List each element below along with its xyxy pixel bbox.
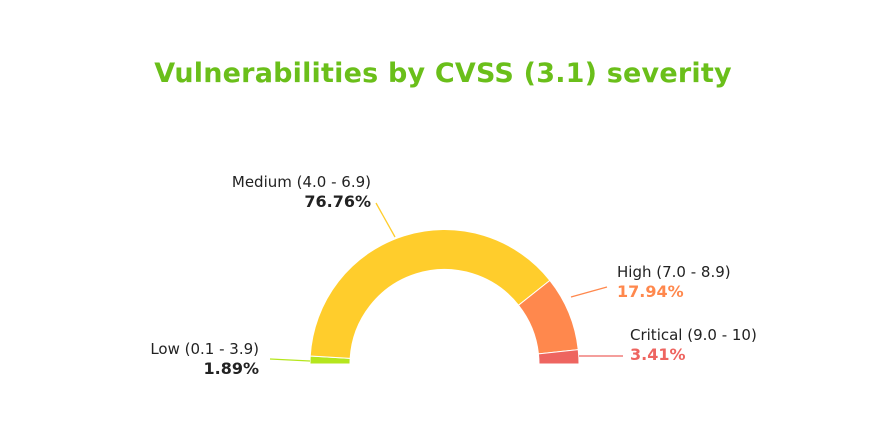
- label-critical: Critical (9.0 - 10) 3.41%: [630, 325, 757, 365]
- leader-line-high: [570, 286, 608, 298]
- slice-critical[interactable]: [537, 349, 580, 365]
- slice-value-label: 17.94%: [617, 282, 684, 301]
- slice-label: Critical (9.0 - 10): [630, 326, 757, 344]
- slice-label: Low (0.1 - 3.9): [150, 340, 259, 358]
- slice-value-label: 76.76%: [304, 192, 371, 211]
- label-high: High (7.0 - 8.9) 17.94%: [617, 262, 731, 302]
- chart-title: Vulnerabilities by CVSS (3.1) severity: [154, 58, 732, 89]
- slice-label: Medium (4.0 - 6.9): [231, 173, 371, 191]
- slice-medium[interactable]: [309, 229, 551, 359]
- leader-line-medium: [375, 202, 396, 238]
- label-medium: Medium (4.0 - 6.9) 76.76%: [232, 172, 371, 212]
- leader-line-low: [269, 358, 311, 362]
- slice-value-label: 1.89%: [203, 359, 259, 378]
- label-low: Low (0.1 - 3.9) 1.89%: [150, 339, 259, 379]
- slice-label: High (7.0 - 8.9): [617, 263, 731, 281]
- slice-value-label: 3.41%: [630, 345, 686, 364]
